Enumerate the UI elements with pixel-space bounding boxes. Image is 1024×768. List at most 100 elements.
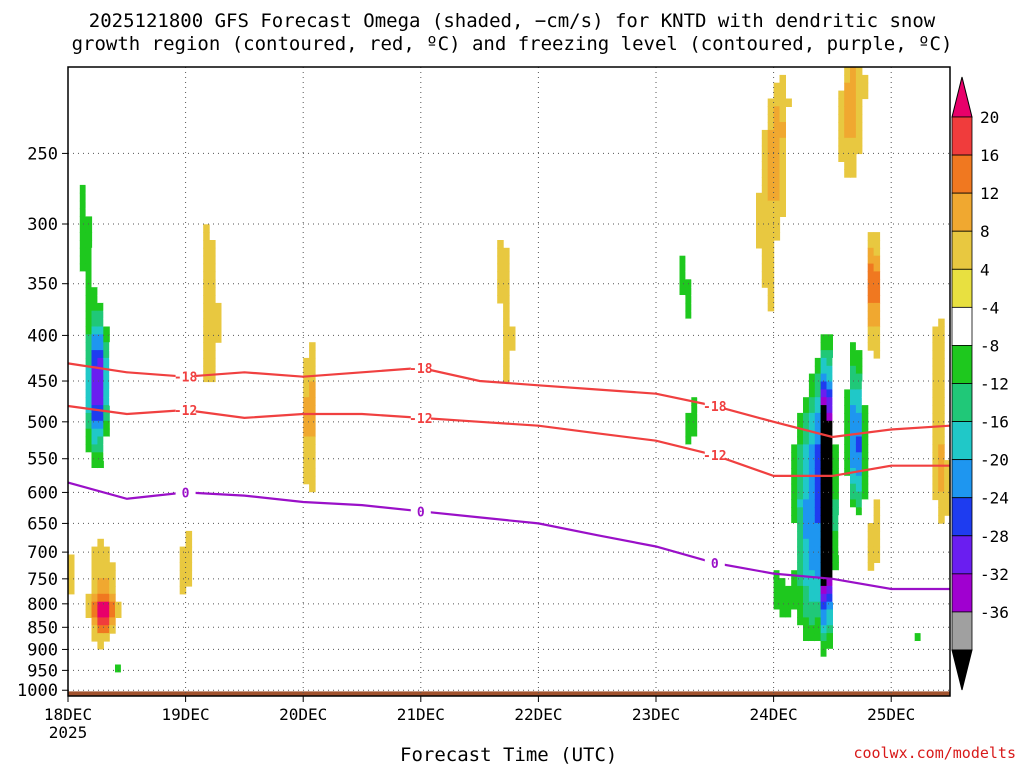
colorbar-label: 4 [980, 260, 990, 279]
omega-cell [679, 357, 686, 367]
omega-cell [679, 208, 686, 217]
omega-cell [914, 648, 922, 658]
omega-cell [791, 475, 798, 485]
omega-cell [938, 318, 945, 328]
contour-label-bg [410, 360, 431, 375]
omega-cell [103, 342, 110, 351]
omega-cell [203, 302, 210, 312]
omega-cell [103, 444, 110, 453]
omega-cell [103, 546, 110, 556]
omega-cell [685, 475, 692, 485]
omega-cell [309, 436, 316, 445]
omega-cell [703, 357, 710, 367]
omega-cell [309, 483, 316, 493]
omega-cell [109, 350, 116, 359]
omega-cell [103, 302, 110, 312]
omega-cell [679, 436, 686, 445]
omega-cell [503, 357, 510, 367]
omega-cell [203, 271, 210, 280]
omega-cell [838, 90, 845, 100]
omega-cell [814, 420, 822, 430]
y-tick-label: 600 [27, 483, 58, 503]
omega-cell [861, 381, 869, 390]
omega-cell [814, 515, 822, 524]
omega-cell [679, 216, 686, 225]
omega-cell [708, 232, 716, 241]
omega-cell [767, 129, 775, 139]
omega-cell [661, 326, 669, 335]
omega-cell [97, 452, 104, 461]
omega-cell [667, 224, 675, 233]
omega-cell [932, 428, 939, 438]
omega-cell [785, 601, 792, 611]
omega-cell [803, 405, 810, 414]
omega-cell [667, 208, 675, 217]
omega-cell [656, 373, 663, 383]
omega-cell [97, 578, 104, 587]
omega-cell [68, 562, 75, 571]
omega-cell [697, 507, 704, 516]
omega-cell [673, 232, 681, 241]
omega-cell [691, 381, 698, 390]
omega-cell [808, 444, 816, 453]
omega-cell [873, 232, 881, 241]
omega-cell [203, 295, 210, 304]
omega-cell [691, 287, 698, 296]
omega-cell [855, 397, 863, 406]
omega-cell [109, 656, 116, 666]
omega-cell [673, 287, 681, 296]
omega-cell [97, 601, 104, 611]
omega-cell [867, 310, 875, 320]
omega-cell [814, 342, 822, 351]
omega-cell [714, 318, 722, 328]
omega-cell [503, 373, 510, 383]
omega-cell [667, 153, 675, 162]
omega-cell [785, 326, 792, 335]
omega-cell [797, 593, 804, 603]
omega-cell [873, 318, 881, 328]
omega-cell [803, 648, 810, 658]
omega-cell [867, 530, 875, 540]
omega-cell [850, 365, 857, 375]
omega-cell [844, 74, 851, 84]
omega-cell [773, 137, 781, 147]
omega-cell [303, 412, 310, 422]
omega-cell [97, 302, 104, 312]
omega-cell [808, 405, 816, 414]
omega-cell [720, 287, 728, 296]
omega-cell [109, 342, 116, 351]
omega-cell [908, 609, 916, 618]
omega-cell [803, 491, 810, 501]
omega-cell [832, 405, 839, 414]
omega-cell [938, 507, 945, 516]
omega-cell [97, 554, 104, 563]
omega-cell [773, 169, 781, 178]
omega-cell [767, 247, 775, 257]
omega-cell [691, 460, 698, 469]
omega-cell [109, 672, 116, 681]
omega-cell [773, 145, 781, 155]
omega-cell [303, 373, 310, 383]
omega-cell [209, 318, 216, 328]
omega-cell [873, 326, 881, 335]
omega-cell [185, 570, 193, 579]
y-tick-label: 950 [27, 661, 58, 681]
colorbar-box [951, 459, 973, 499]
omega-cell [791, 617, 798, 626]
omega-cell [861, 389, 869, 398]
colorbar-label: 12 [980, 184, 999, 203]
omega-cell [797, 483, 804, 493]
omega-cell [861, 420, 869, 430]
omega-cell [85, 452, 93, 461]
contour-line-dgz_minus18 [67, 362, 951, 439]
omega-cell [738, 601, 745, 611]
omega-cell [797, 428, 804, 438]
omega-cell [509, 326, 516, 335]
omega-cell [826, 397, 833, 406]
omega-cell [767, 546, 775, 556]
omega-cell [779, 145, 786, 155]
omega-cell [826, 609, 833, 618]
omega-cell [744, 633, 751, 642]
omega-cell [808, 664, 816, 673]
omega-cell [861, 475, 869, 485]
